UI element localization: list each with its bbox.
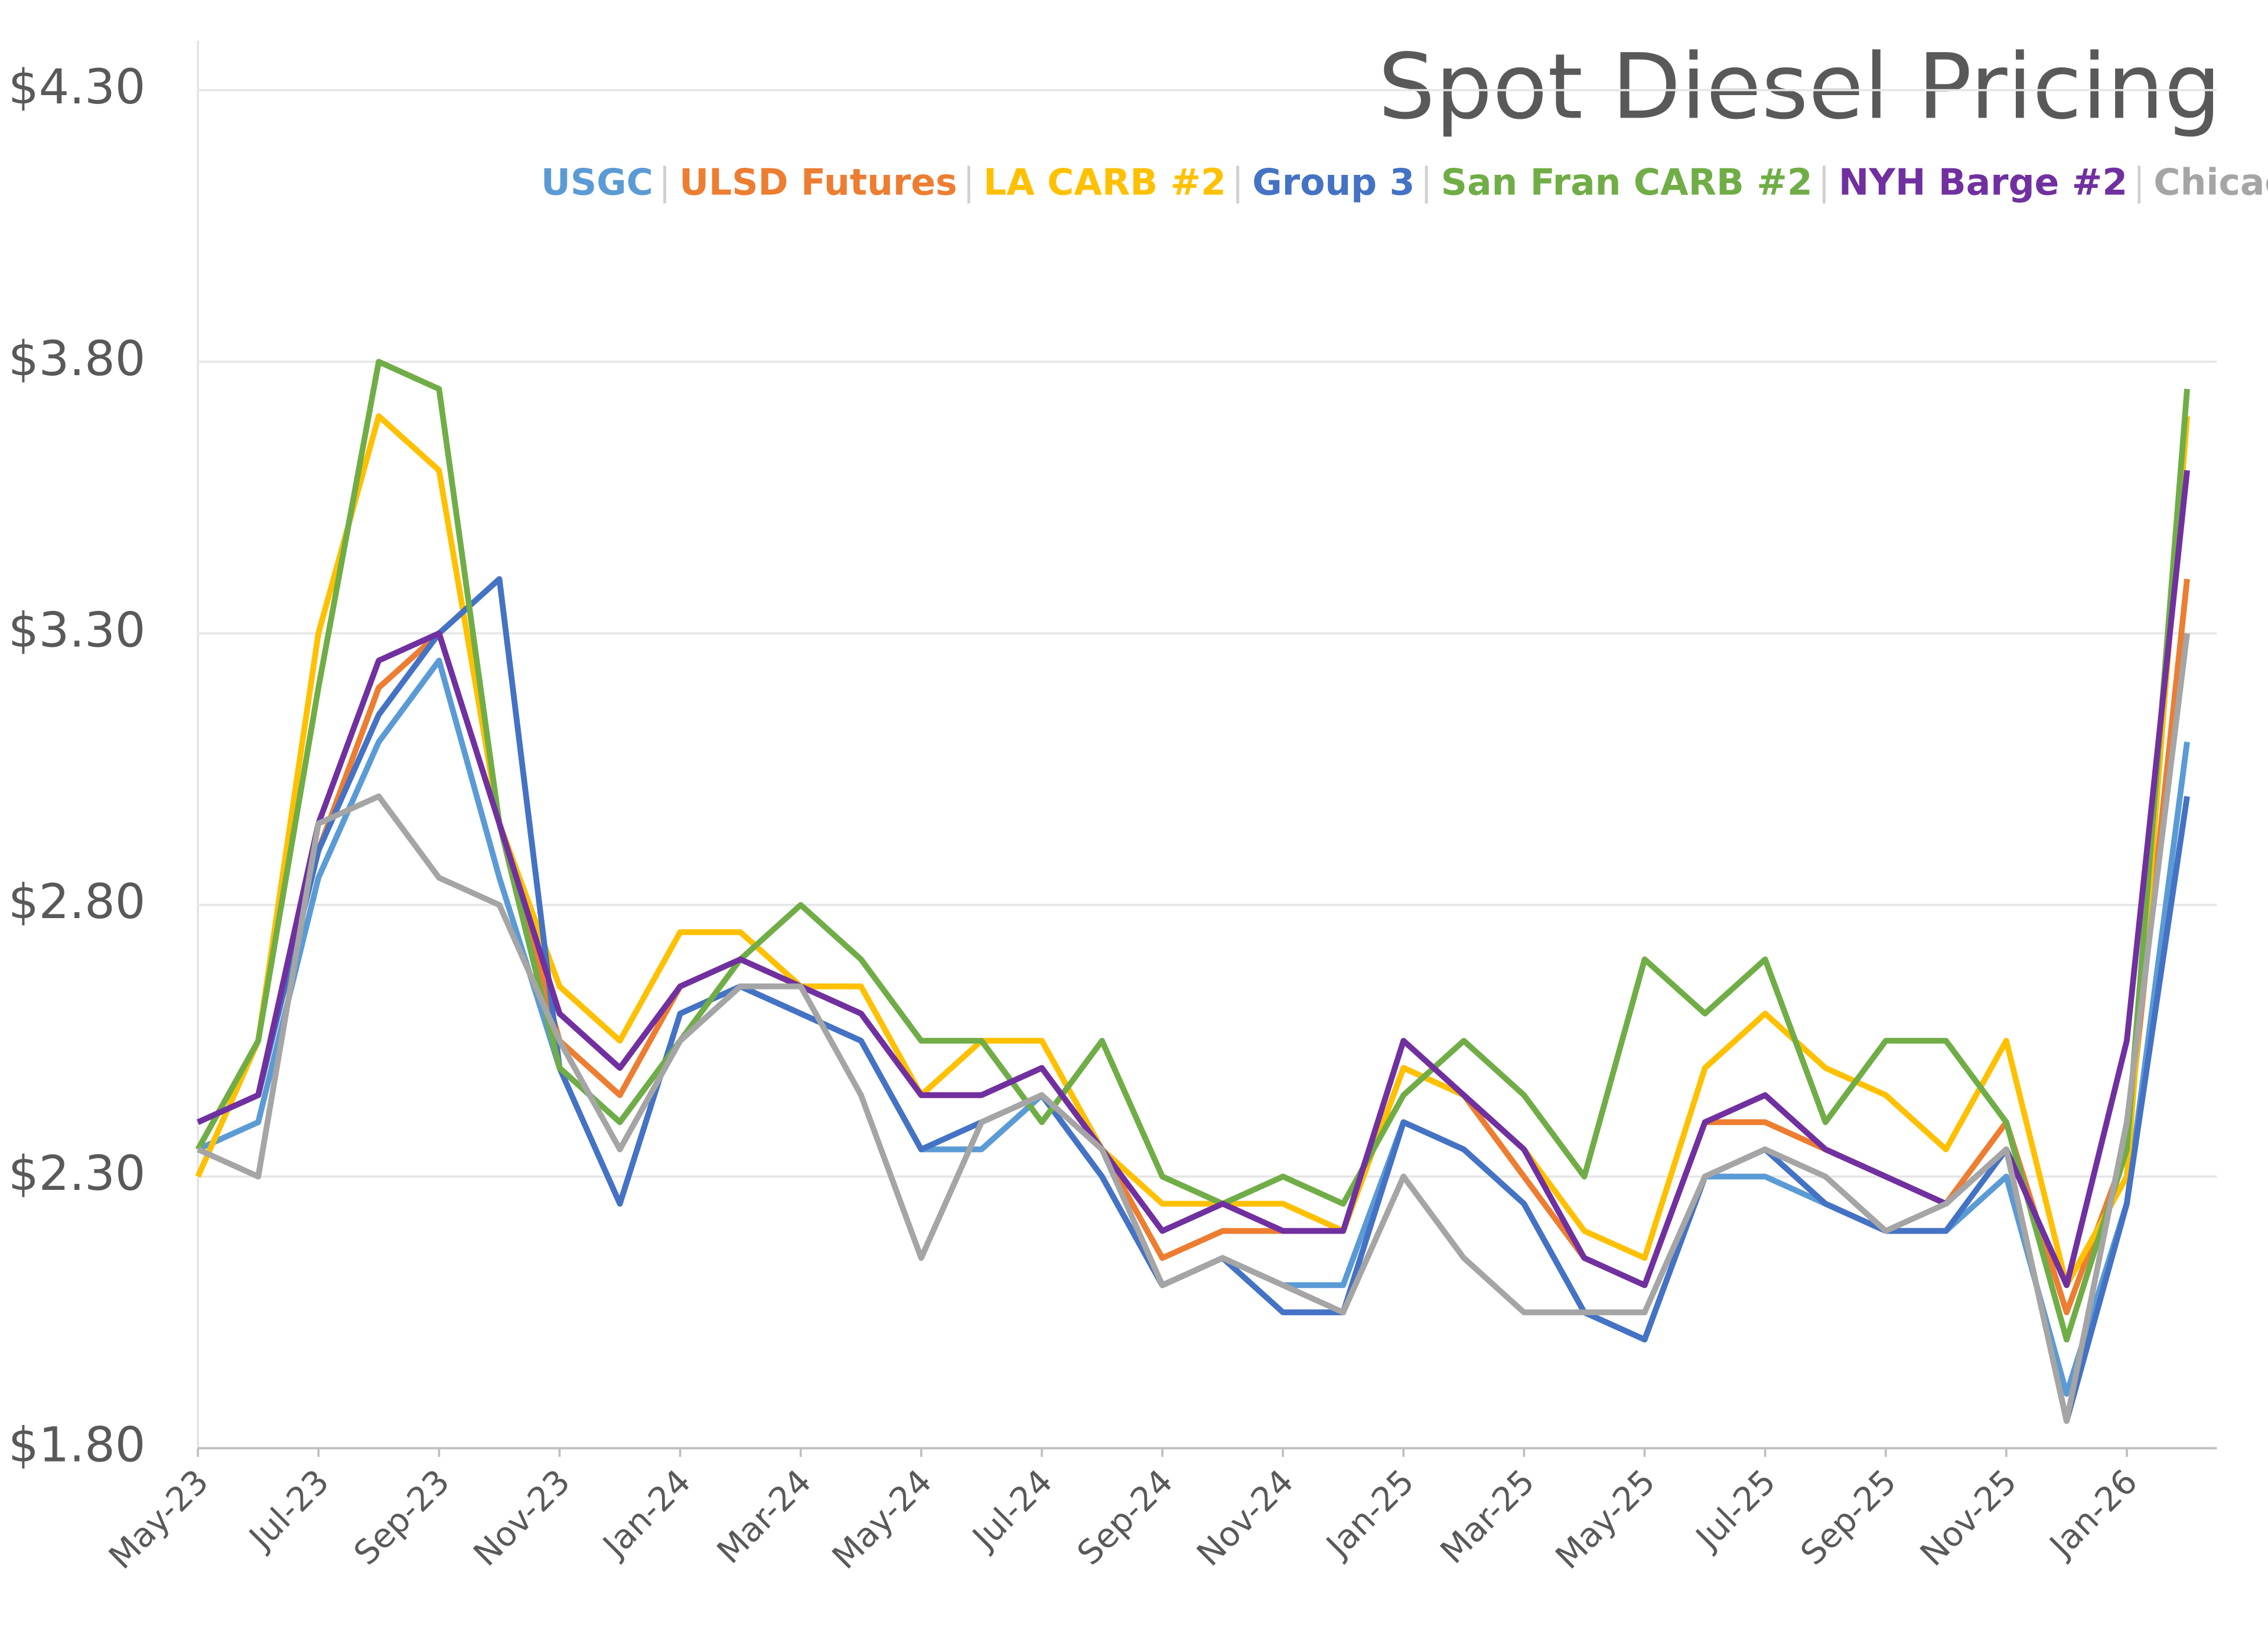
x-tick-label: Sep-23 [347,1462,457,1573]
legend-label: Chicago [2153,161,2268,204]
series-line [197,633,2190,1424]
x-tick-label: Jan-25 [1318,1462,1422,1566]
y-tick-label: $3.30 [8,603,145,658]
series-line [197,658,2190,1397]
x-tick-label: Mar-25 [1433,1462,1542,1572]
x-tick-label: Mar-24 [709,1462,819,1572]
legend-label: Group 3 [1252,161,1415,204]
legend-label: ULSD Futures [679,161,957,204]
x-tick-label: Jan-26 [2041,1462,2145,1566]
series-line [195,359,2190,1343]
legend-label: LA CARB #2 [983,161,1226,204]
x-tick-label: Jul-24 [964,1462,1060,1558]
x-tick-label: Jul-23 [241,1462,337,1558]
legend-label: NYH Barge #2 [1839,161,2127,204]
series-line [197,470,2190,1289]
x-tick-label: Nov-25 [1913,1462,2025,1574]
y-tick-label: $1.80 [8,1418,145,1473]
y-tick-label: $4.30 [8,60,145,115]
legend-label: San Fran CARB #2 [1441,161,1813,204]
x-tick-label: May-23 [102,1462,216,1577]
x-tick-label: Nov-24 [1190,1462,1301,1574]
x-tick-label: Sep-24 [1070,1462,1180,1573]
x-tick-label: Sep-25 [1793,1462,1904,1573]
y-tick-label: $2.80 [8,874,145,930]
legend-label: USGC [541,161,653,204]
x-tick-label: May-25 [1548,1462,1663,1577]
y-tick-label: $2.30 [8,1146,145,1202]
x-tick-label: May-24 [825,1462,940,1577]
y-tick-label: $3.80 [8,331,145,387]
x-tick-label: Jul-25 [1687,1462,1783,1558]
legend: USGC ULSD Futures LA CARB #2 Group 3 San Fra… [541,161,2268,204]
x-tick-label: Jan-24 [594,1462,698,1566]
series-line [195,413,2190,1289]
x-tick-label: Nov-23 [466,1462,578,1574]
chart-title: Spot Diesel Pricing [1378,34,2221,139]
series-line [197,576,2190,1424]
